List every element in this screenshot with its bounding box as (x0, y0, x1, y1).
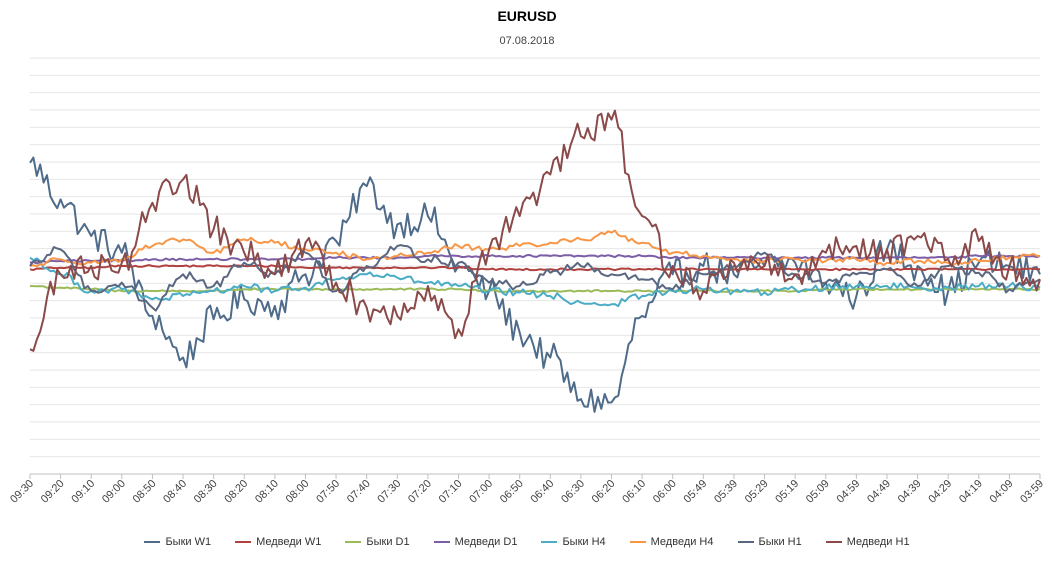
legend-item: Быки H4 (541, 536, 606, 548)
series-line (29, 109, 1041, 352)
x-tick-label: 07:30 (375, 478, 403, 506)
x-tick-label: 07:50 (314, 478, 342, 506)
x-tick-label: 05:39 (712, 478, 740, 506)
legend-label: Быки H4 (562, 536, 606, 548)
legend-item: Медведи D1 (433, 536, 518, 548)
legend-label: Быки W1 (165, 536, 212, 548)
x-tick-label: 09:30 (8, 478, 36, 506)
legend-item: Медведи H4 (629, 536, 714, 548)
x-tick-label: 07:00 (467, 478, 495, 506)
x-tick-label: 06:00 (651, 478, 679, 506)
x-tick-label: 08:40 (161, 478, 189, 506)
x-tick-label: 06:40 (528, 478, 556, 506)
x-tick-label: 07:20 (406, 478, 434, 506)
legend-item: Быки D1 (345, 536, 410, 548)
legend-item: Быки H1 (737, 536, 802, 548)
legend-label: Медведи W1 (256, 536, 322, 548)
legend-label: Быки D1 (366, 536, 410, 548)
x-tick-label: 06:30 (559, 478, 587, 506)
legend-swatch (144, 541, 161, 543)
x-tick-label: 07:10 (437, 478, 465, 506)
series-lines (29, 109, 1041, 413)
chart-subtitle: 07.08.2018 (499, 35, 555, 47)
x-tick-label: 09:00 (100, 478, 128, 506)
gridlines (30, 57, 1040, 475)
legend-swatch (541, 541, 558, 543)
legend-label: Быки H1 (758, 536, 802, 548)
x-tick-label: 06:20 (590, 478, 618, 506)
x-tick-label: 04:19 (957, 478, 985, 506)
x-tick-label: 05:29 (743, 478, 771, 506)
legend-label: Медведи D1 (454, 536, 518, 548)
x-tick-label: 08:50 (131, 478, 159, 506)
legend-item: Быки W1 (144, 536, 211, 548)
legend-label: Медведи H1 (846, 536, 910, 548)
legend-label: Медведи H4 (650, 536, 714, 548)
line-chart: 09:30 09:20 09:10 09:00 08:50 08:40 08:30 08:20… (8, 57, 1046, 506)
legend-swatch (825, 541, 842, 543)
x-tick-label: 03:59 (1018, 478, 1046, 506)
legend-swatch (433, 541, 450, 543)
x-tick-label: 08:30 (192, 478, 220, 506)
x-tick-label: 05:09 (804, 478, 832, 506)
x-tick-label: 04:49 (865, 478, 893, 506)
legend-swatch (737, 541, 754, 543)
series-line (29, 229, 1041, 268)
legend-swatch (345, 541, 362, 543)
x-tick-label: 07:40 (345, 478, 373, 506)
legend-item: Медведи H1 (825, 536, 910, 548)
series-line (29, 156, 1041, 413)
x-tick-label: 04:29 (926, 478, 954, 506)
legend-item: Медведи W1 (235, 536, 321, 548)
x-tick-label: 04:39 (896, 478, 924, 506)
x-tick-label: 08:20 (222, 478, 250, 506)
legend-swatch (235, 541, 252, 543)
x-tick-label: 09:20 (39, 478, 67, 506)
x-tick-label: 08:00 (284, 478, 312, 506)
chart-title: EURUSD (497, 8, 557, 24)
series-line (29, 256, 1041, 308)
x-axis: 09:30 09:20 09:10 09:00 08:50 08:40 08:30 08:20… (8, 474, 1046, 506)
legend: Быки W1 Медведи W1 Быки D1 Медведи D1 Быки H… (0, 536, 1054, 548)
series-line (29, 254, 1041, 265)
series-line (29, 285, 1041, 293)
x-tick-label: 04:09 (988, 478, 1016, 506)
x-tick-label: 09:10 (69, 478, 97, 506)
x-tick-label: 05:19 (773, 478, 801, 506)
legend-swatch (629, 541, 646, 543)
x-tick-label: 06:10 (620, 478, 648, 506)
x-tick-label: 08:10 (253, 478, 281, 506)
series-line (29, 264, 1040, 272)
x-tick-label: 06:50 (498, 478, 526, 506)
x-tick-label: 04:59 (835, 478, 863, 506)
x-tick-label: 05:49 (682, 478, 710, 506)
series-line (29, 244, 1041, 312)
